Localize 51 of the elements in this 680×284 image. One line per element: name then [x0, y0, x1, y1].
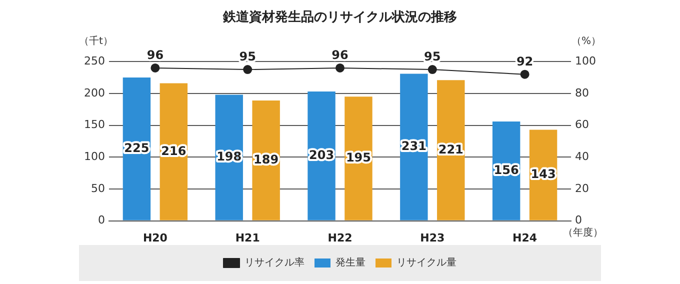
bar — [252, 100, 280, 220]
x-tick-label: H23 — [420, 231, 445, 244]
chart-title: 鉄道資材発生品のリサイクル状況の推移 — [222, 10, 457, 26]
data-label: 189 — [254, 152, 279, 166]
point — [428, 65, 437, 74]
y-tick-label: 150 — [84, 118, 105, 132]
data-label: 95 — [239, 50, 256, 64]
x-axis-title: （年度） — [563, 226, 604, 238]
bar — [215, 94, 243, 220]
legend-label: 発生量 — [336, 256, 366, 269]
data-label: 198 — [216, 150, 242, 164]
y2-tick-label: 20 — [575, 182, 590, 195]
y2-tick-label: 40 — [575, 150, 590, 163]
x-tick-label: H24 — [512, 231, 538, 244]
point — [150, 63, 160, 72]
data-label: 156 — [494, 163, 519, 178]
data-label: 231 — [401, 139, 426, 154]
point — [520, 70, 530, 79]
y-tick-label: 50 — [90, 182, 105, 195]
legend-label: リサイクル量 — [396, 258, 456, 269]
y-tick-label: 200 — [84, 86, 105, 100]
data-label: 203 — [308, 148, 334, 162]
data-label: 95 — [424, 50, 441, 64]
data-label: 96 — [146, 48, 164, 62]
bar — [160, 83, 188, 220]
data-label: 216 — [161, 144, 186, 158]
bar — [308, 92, 336, 220]
y2-tick-label: 80 — [575, 86, 590, 100]
y-tick-label: 0 — [98, 214, 105, 227]
y2-tick-label: 100 — [575, 54, 596, 68]
y-tick-label: 250 — [84, 54, 105, 68]
point — [243, 65, 252, 74]
y-axis-title: （千t） — [78, 35, 113, 48]
data-label: 195 — [346, 150, 372, 165]
y2-tick-label: 0 — [575, 214, 582, 227]
data-label: 221 — [438, 142, 464, 156]
y2-tick-label: 60 — [575, 118, 590, 132]
legend-label: リサイクル率 — [244, 256, 304, 269]
bar — [437, 80, 465, 220]
y2-axis-title: （%） — [571, 36, 602, 48]
bar — [344, 96, 372, 220]
data-label: 225 — [124, 141, 150, 156]
bar — [400, 74, 428, 220]
x-tick-label: H20 — [142, 231, 168, 244]
bar — [122, 78, 151, 220]
x-tick-label: H21 — [235, 231, 260, 244]
data-label: 143 — [530, 167, 556, 182]
x-tick-label: H22 — [328, 231, 352, 244]
y-tick-label: 100 — [84, 150, 105, 163]
data-label: 96 — [332, 48, 348, 62]
point — [336, 63, 344, 72]
